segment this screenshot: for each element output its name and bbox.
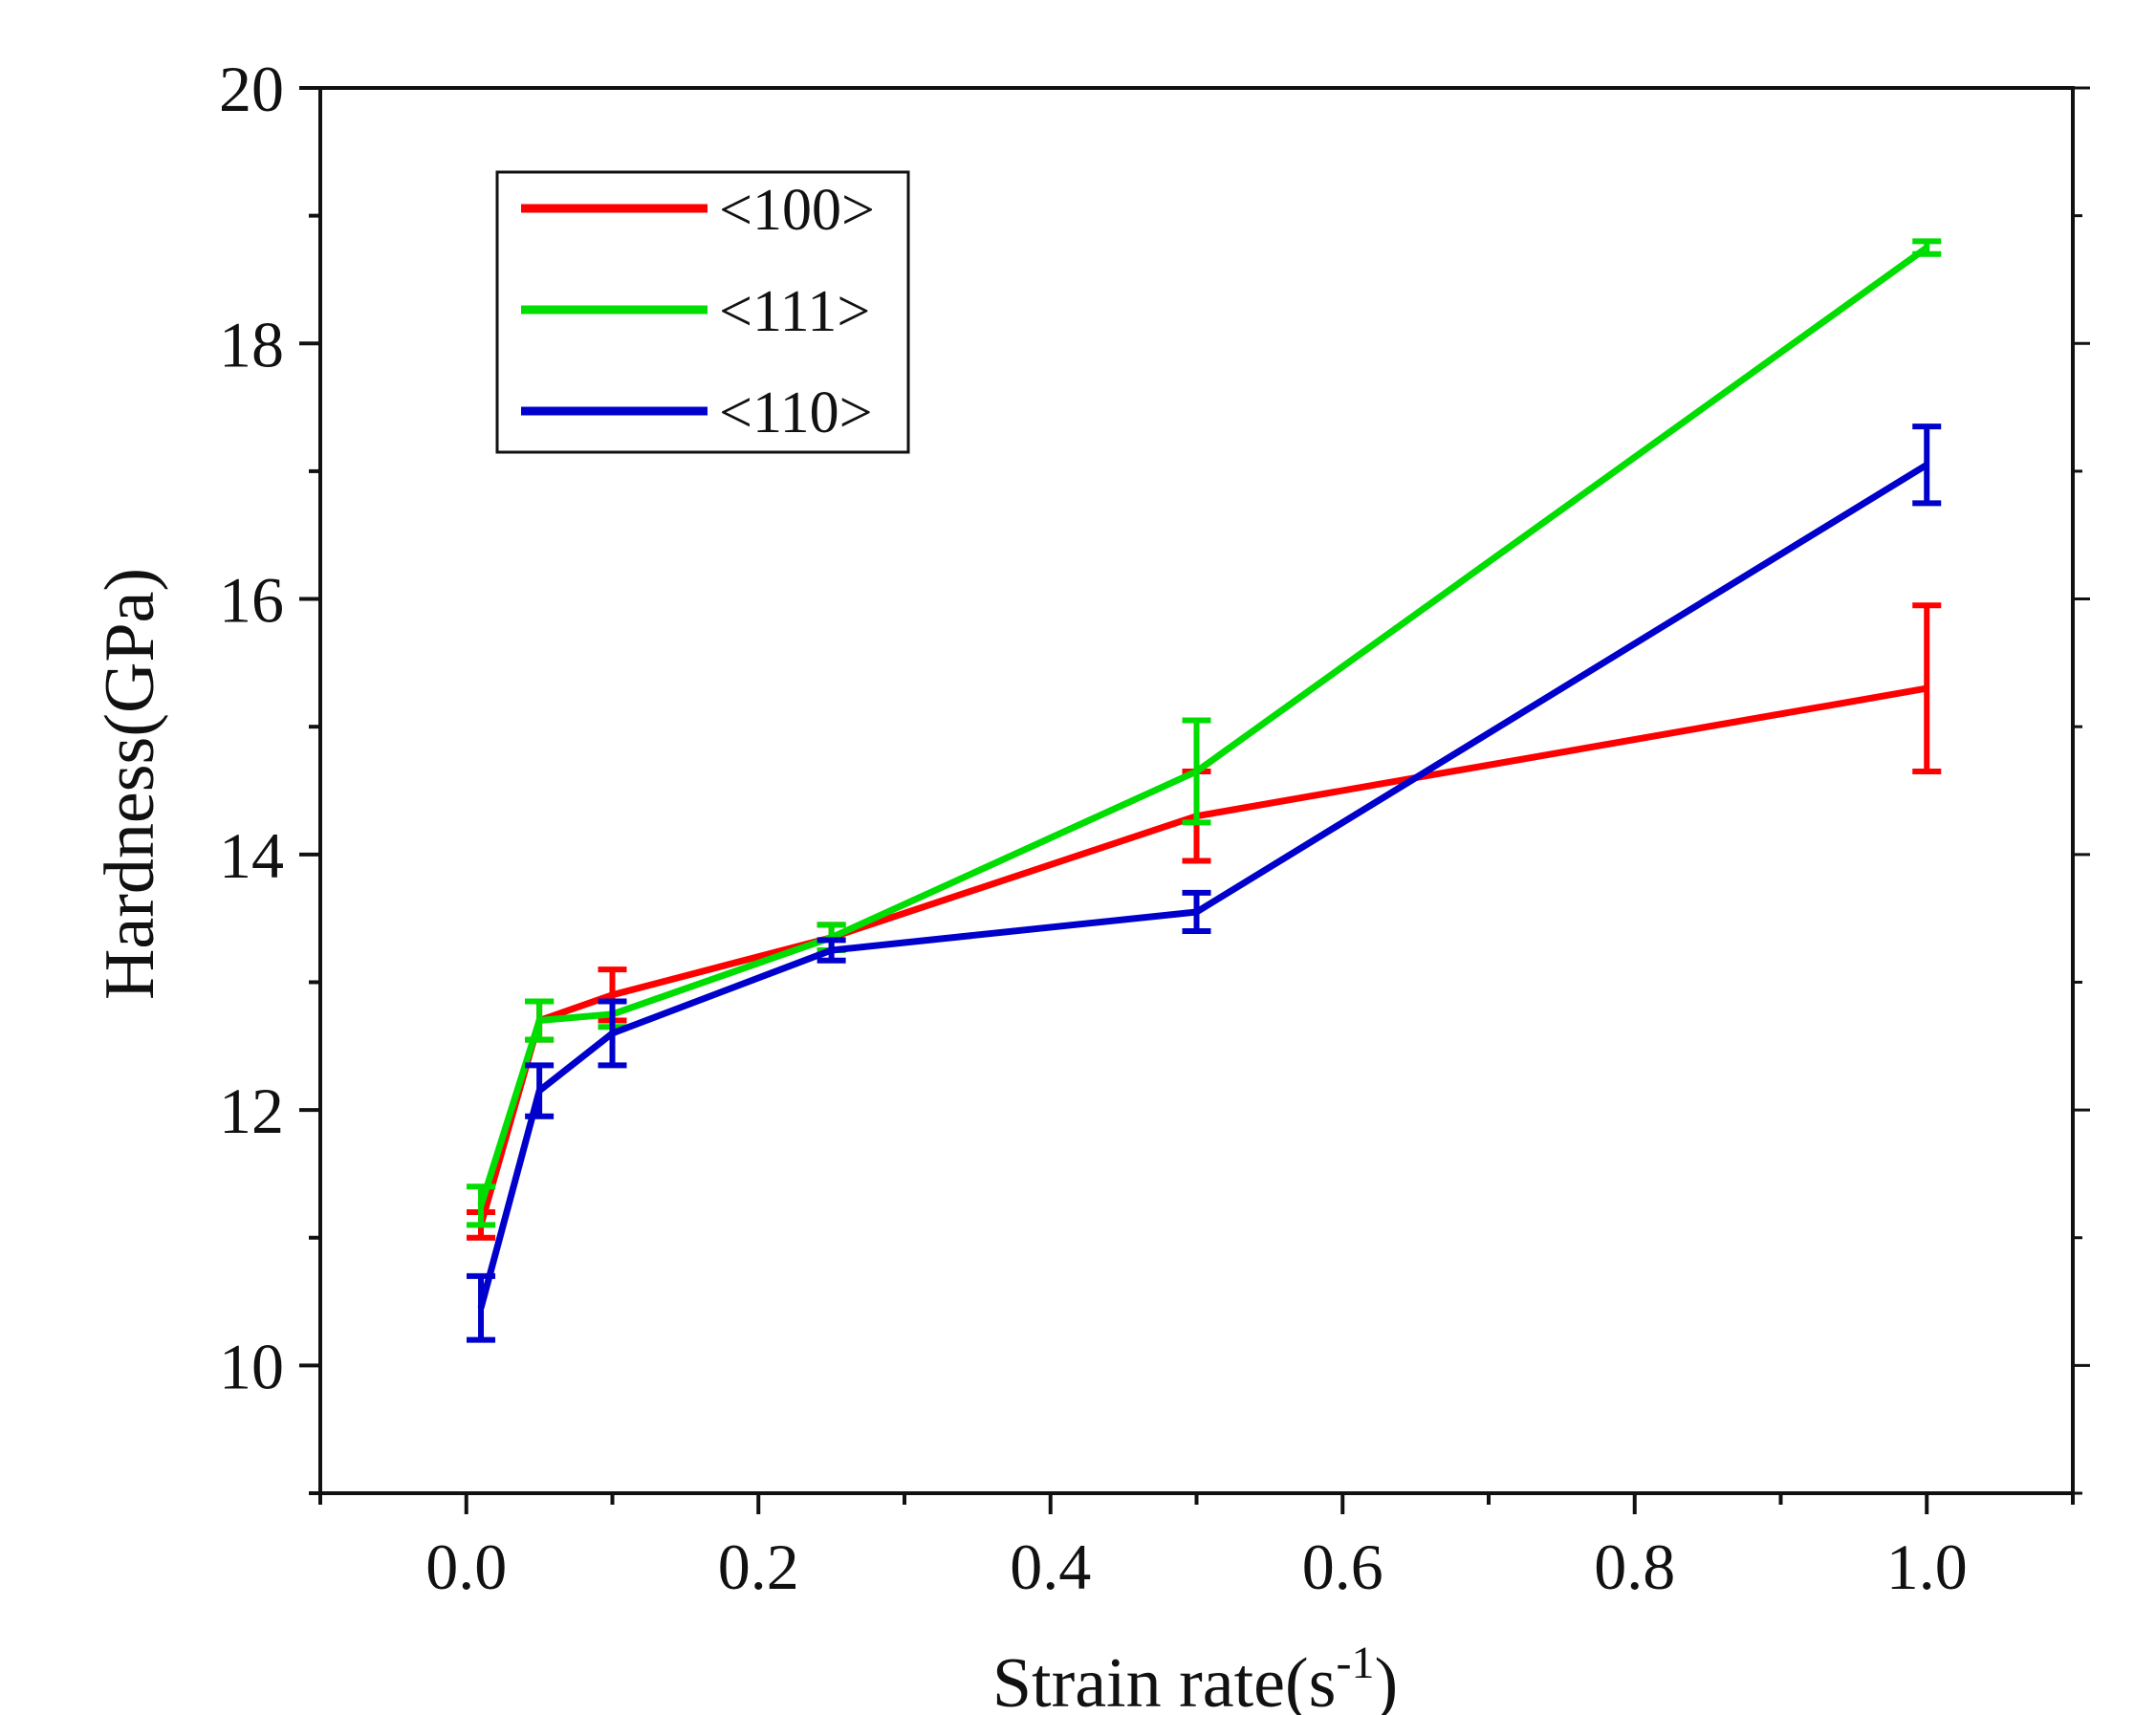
- x-axis: 0.0 0.2 0.4 0.6 0.8 1.0: [318, 1493, 2075, 1603]
- y-tick-label: 14: [219, 819, 284, 892]
- series-line: [477, 245, 1929, 1207]
- y-tick-label: 16: [219, 564, 284, 637]
- x-tick-label: 0.0: [425, 1530, 507, 1603]
- x-tick-label: 0.8: [1594, 1530, 1675, 1603]
- series-line: [477, 462, 1929, 1310]
- x-tick-label: 0.6: [1302, 1530, 1383, 1603]
- y-tick-label: 20: [219, 53, 284, 125]
- x-axis-title-paren-close: ): [1374, 1644, 1398, 1715]
- legend-label: <111>: [719, 279, 870, 344]
- x-axis-title: Strain rate(s-1): [992, 1638, 1398, 1715]
- legend: <100> <111> <110>: [495, 170, 910, 454]
- series-layer: [467, 238, 1942, 1343]
- x-axis-title-unit: s: [1309, 1644, 1337, 1715]
- legend-label: <100>: [719, 178, 875, 243]
- x-tick-label: 1.0: [1886, 1530, 1968, 1603]
- legend-label: <110>: [719, 380, 873, 445]
- y-axis: 10 12 14 16 18 20: [219, 53, 2090, 1495]
- x-axis-title-unit-exponent: -1: [1336, 1638, 1374, 1688]
- y-tick-label: 10: [219, 1330, 284, 1402]
- x-tick-label: 0.2: [718, 1530, 799, 1603]
- x-axis-title-text: Strain rate: [992, 1644, 1285, 1715]
- x-tick-label: 0.4: [1010, 1530, 1091, 1603]
- y-axis-title: Hardness(GPa): [91, 568, 169, 1000]
- x-axis-title-paren-open: (: [1285, 1644, 1309, 1715]
- y-tick-label: 18: [219, 308, 284, 380]
- y-tick-label: 12: [219, 1075, 284, 1147]
